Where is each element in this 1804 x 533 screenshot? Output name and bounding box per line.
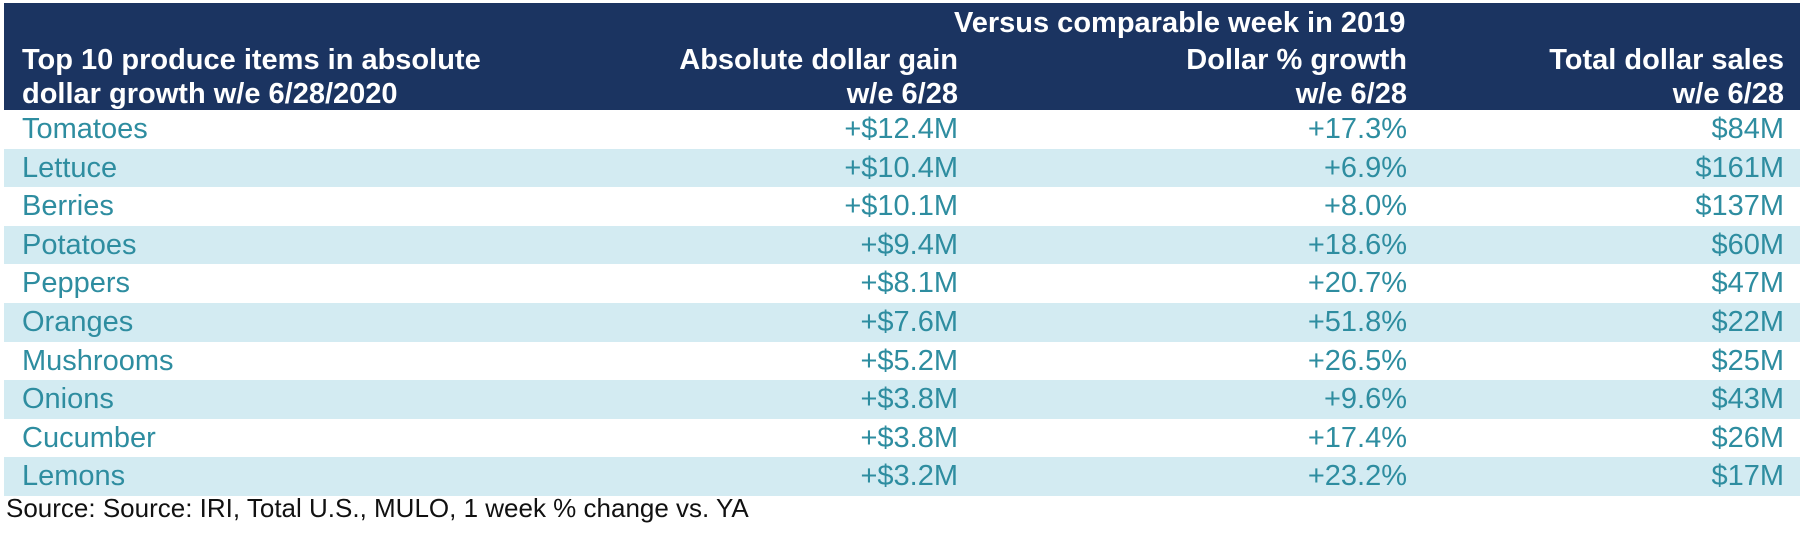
cell-total-sales: $137M [1695,190,1784,223]
table-row: Peppers +$8.1M +20.7% $47M [4,264,1800,303]
cell-percent-growth: +6.9% [1323,151,1407,184]
table-row: Tomatoes +$12.4M +17.3% $84M [4,110,1800,149]
header-total-sales: Total dollar sales w/e 6/28 [1549,43,1784,111]
table-row: Berries +$10.1M +8.0% $137M [4,187,1800,226]
cell-percent-growth: +17.4% [1307,421,1407,454]
cell-item: Onions [22,383,114,416]
table-row: Onions +$3.8M +9.6% $43M [4,380,1800,419]
table-row: Potatoes +$9.4M +18.6% $60M [4,225,1800,265]
cell-percent-growth: +18.6% [1307,228,1407,261]
cell-absolute-gain: +$8.1M [860,267,958,300]
cell-absolute-gain: +$10.4M [844,151,958,184]
cell-item: Peppers [22,267,131,300]
cell-total-sales: $84M [1711,113,1784,145]
table-header: Versus comparable week in 2019 Top 10 pr… [4,3,1800,110]
cell-item: Lettuce [22,151,118,184]
header-absolute-gain: Absolute dollar gain w/e 6/28 [679,43,958,111]
cell-percent-growth: +9.6% [1323,383,1407,416]
table-row: Lemons +$3.2M +23.2% $17M [4,457,1800,496]
cell-percent-growth: +8.0% [1323,190,1407,223]
cell-total-sales: $17M [1711,460,1784,493]
produce-table: Versus comparable week in 2019 Top 10 pr… [4,3,1800,496]
cell-absolute-gain: +$3.8M [860,383,958,416]
header-item-line1: Top 10 produce items in absolute [22,44,481,76]
cell-percent-growth: +23.2% [1307,460,1407,493]
cell-percent-growth: +17.3% [1307,113,1407,145]
cell-absolute-gain: +$10.1M [844,190,958,223]
header-abs-line2: w/e 6/28 [846,78,958,110]
table-body: Tomatoes +$12.4M +17.3% $84M Lettuce +$1… [4,110,1800,496]
cell-percent-growth: +51.8% [1307,305,1407,338]
table-row: Oranges +$7.6M +51.8% $22M [4,302,1800,342]
header-percent-growth: Dollar % growth w/e 6/28 [1186,43,1407,111]
cell-absolute-gain: +$3.2M [860,460,958,493]
header-pct-line1: Dollar % growth [1186,44,1407,76]
cell-item: Oranges [22,305,134,338]
cell-total-sales: $22M [1711,305,1784,338]
cell-total-sales: $60M [1711,228,1784,261]
header-item: Top 10 produce items in absolute dollar … [22,43,481,111]
cell-absolute-gain: +$5.2M [860,344,958,377]
cell-item: Mushrooms [22,344,174,377]
super-header: Versus comparable week in 2019 [954,7,1406,39]
cell-item: Cucumber [22,421,156,454]
table-row: Mushrooms +$5.2M +26.5% $25M [4,341,1800,381]
table-row: Cucumber +$3.8M +17.4% $26M [4,418,1800,458]
cell-item: Potatoes [22,228,137,261]
header-pct-line2: w/e 6/28 [1295,78,1407,110]
cell-total-sales: $47M [1711,267,1784,300]
cell-item: Tomatoes [22,113,148,145]
header-abs-line1: Absolute dollar gain [679,44,958,76]
cell-total-sales: $43M [1711,383,1784,416]
cell-absolute-gain: +$7.6M [860,305,958,338]
header-tot-line2: w/e 6/28 [1672,78,1784,110]
cell-percent-growth: +20.7% [1307,267,1407,300]
cell-item: Lemons [22,460,126,493]
cell-absolute-gain: +$9.4M [860,228,958,261]
source-note: Source: Source: IRI, Total U.S., MULO, 1… [6,493,749,523]
header-tot-line1: Total dollar sales [1549,44,1784,76]
cell-percent-growth: +26.5% [1307,344,1407,377]
header-item-line2: dollar growth w/e 6/28/2020 [22,78,398,110]
cell-absolute-gain: +$12.4M [844,113,958,145]
cell-total-sales: $161M [1695,151,1784,184]
cell-total-sales: $26M [1711,421,1784,454]
table-row: Lettuce +$10.4M +6.9% $161M [4,148,1800,188]
cell-absolute-gain: +$3.8M [860,421,958,454]
cell-total-sales: $25M [1711,344,1784,377]
cell-item: Berries [22,190,114,223]
